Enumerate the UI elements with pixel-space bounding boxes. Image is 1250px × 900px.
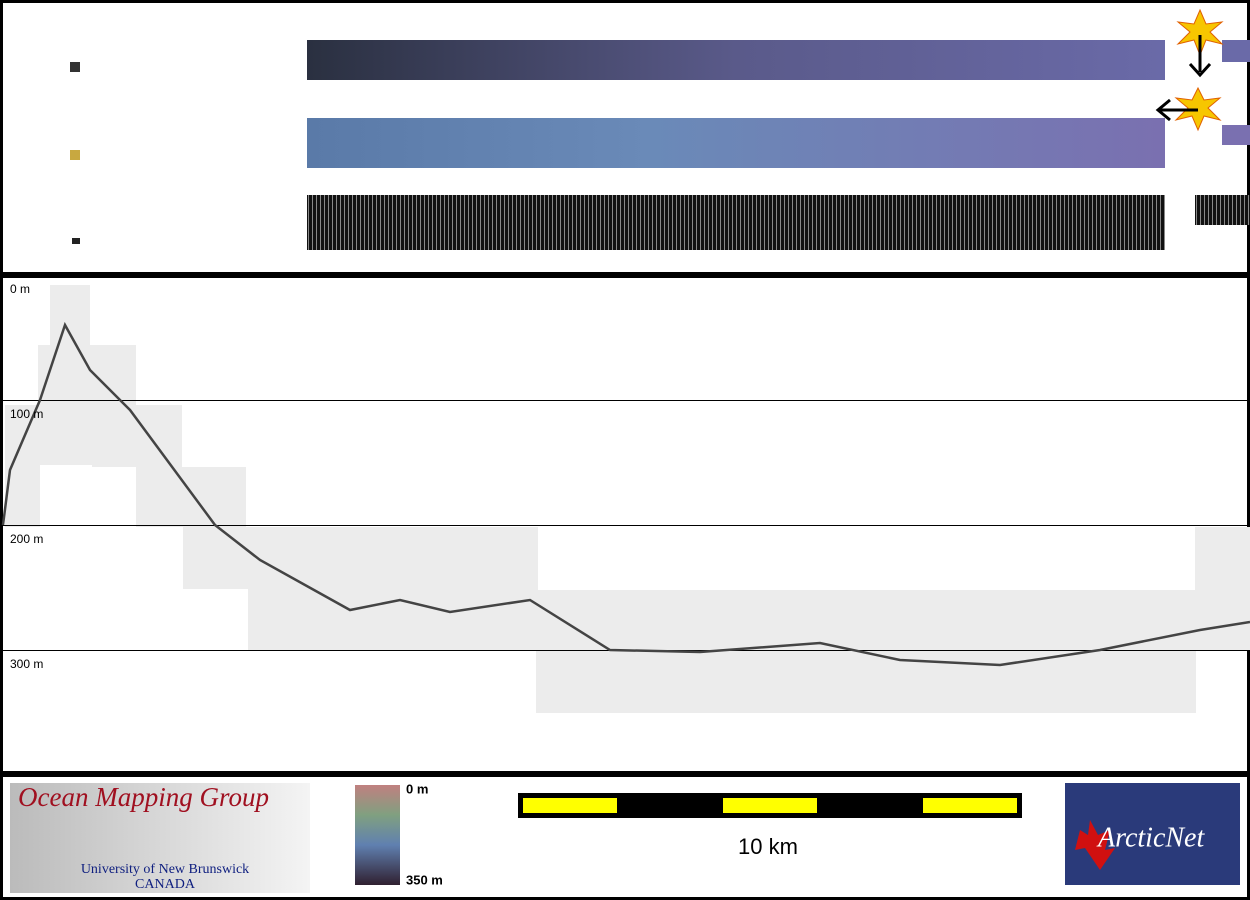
scale-segment bbox=[523, 798, 617, 813]
swath-strip bbox=[307, 118, 1165, 168]
swath-strip bbox=[1222, 40, 1250, 62]
logo-title: Ocean Mapping Group bbox=[18, 782, 269, 812]
depth-label: 0 m bbox=[10, 282, 30, 296]
partner-label: ArcticNet bbox=[1096, 822, 1205, 853]
swath-icon bbox=[72, 238, 80, 244]
arrow bbox=[1188, 35, 1212, 78]
logo-university: University of New Brunswick bbox=[81, 862, 249, 877]
omg-logo bbox=[10, 783, 310, 893]
swath-strip bbox=[1195, 195, 1250, 225]
colorbar-top-label: 0 m bbox=[406, 781, 428, 796]
colorbar-bottom-label: 350 m bbox=[406, 872, 443, 887]
seafloor-profile bbox=[1, 321, 1250, 667]
swath-strip bbox=[307, 195, 1165, 250]
depth-label: 200 m bbox=[10, 532, 43, 546]
colorbar bbox=[355, 785, 400, 885]
echogram-patches bbox=[5, 285, 1250, 713]
depth-label: 100 m bbox=[10, 407, 43, 421]
swath-strip bbox=[1222, 125, 1250, 145]
scale-label: 10 km bbox=[738, 834, 798, 859]
swath-icon bbox=[70, 150, 80, 160]
maple-leaf bbox=[1075, 820, 1115, 870]
swath-strip bbox=[307, 40, 1165, 80]
scale-segment bbox=[923, 798, 1017, 813]
swath-icon bbox=[70, 62, 80, 72]
depth-label: 300 m bbox=[10, 657, 43, 671]
logo-country: CANADA bbox=[135, 877, 196, 892]
arrow bbox=[1155, 98, 1198, 122]
scale-segment bbox=[723, 798, 817, 813]
